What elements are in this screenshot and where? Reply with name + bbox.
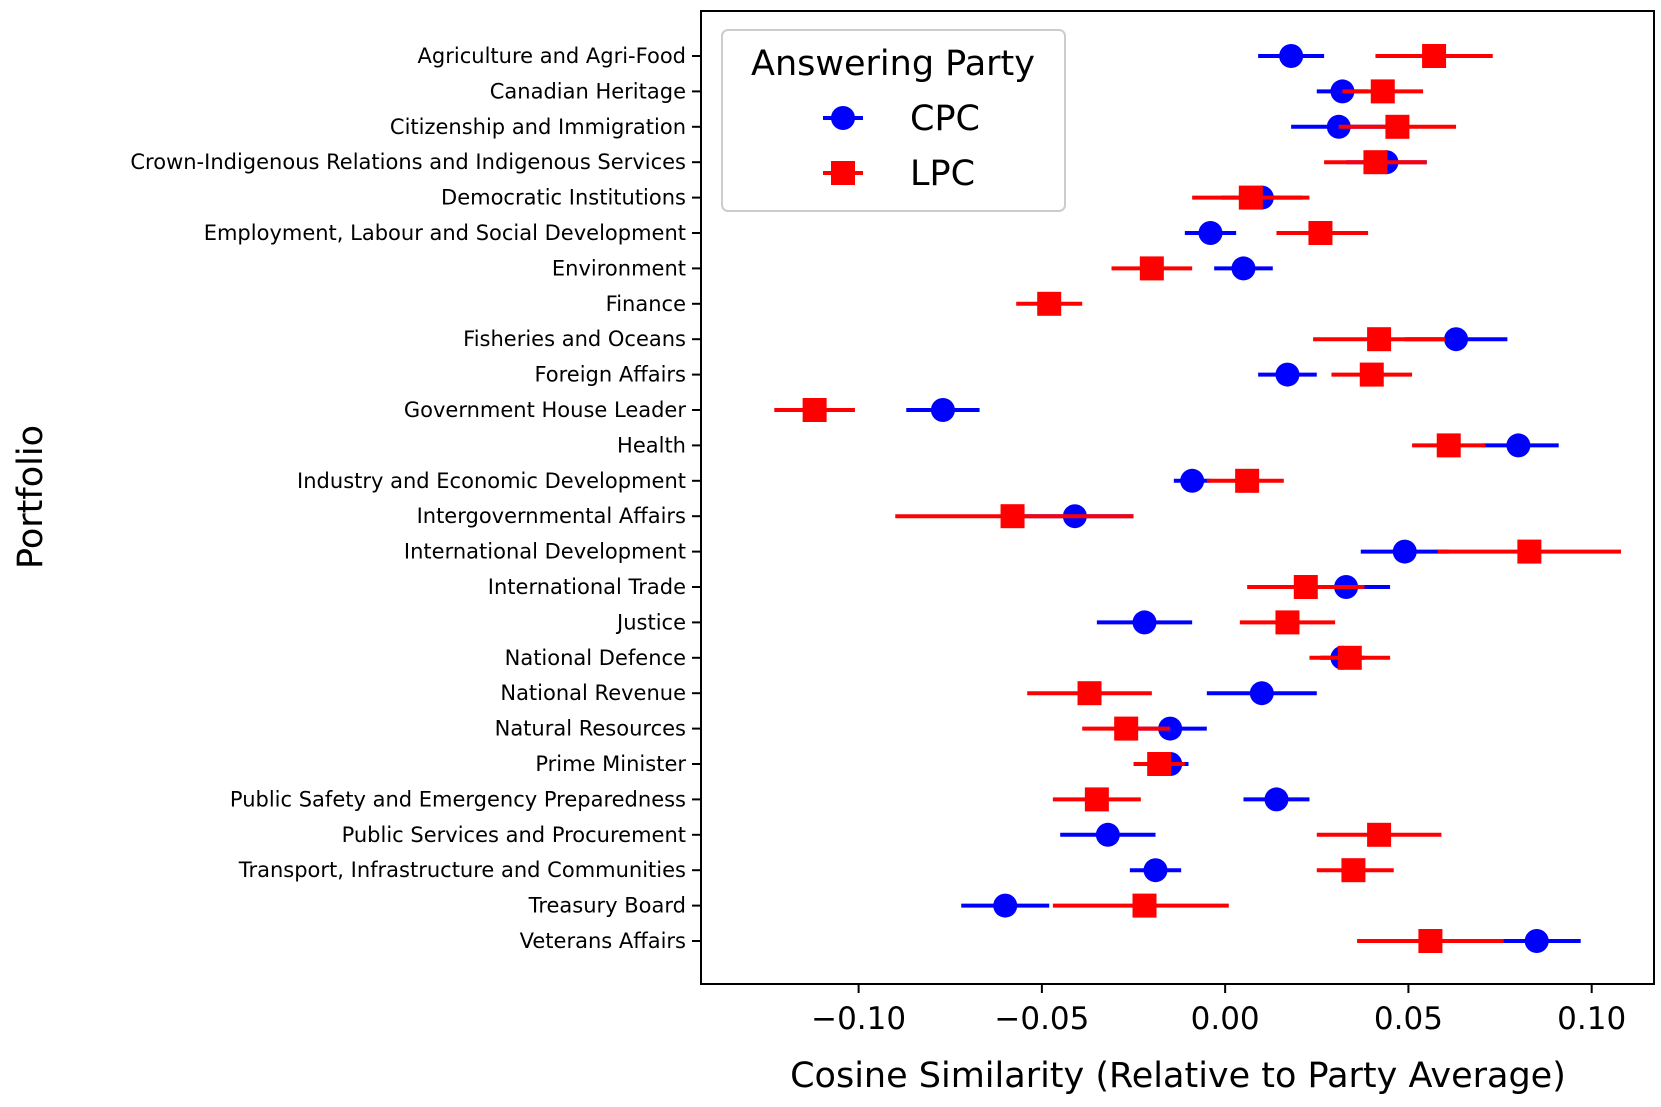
lpc-point [1147, 752, 1172, 776]
y-tick-label: Finance [606, 292, 686, 316]
y-tick-label: National Revenue [500, 681, 686, 705]
y-tick-label: Justice [615, 610, 686, 634]
lpc-point [1337, 645, 1362, 670]
x-tick-label: −0.10 [811, 1001, 906, 1037]
cpc-point [1279, 44, 1304, 68]
legend: Answering Party CPC LPC [721, 29, 1066, 212]
y-tick-label: Fisheries and Oceans [463, 327, 686, 351]
lpc-point [1235, 468, 1260, 493]
y-tick-label: Canadian Heritage [490, 79, 686, 103]
lpc-point [1418, 929, 1443, 953]
y-tick-label: Transport, Infrastructure and Communitie… [238, 858, 686, 882]
cpc-point [1506, 433, 1531, 458]
lpc-point [1385, 114, 1410, 139]
legend-items: CPC LPC [823, 99, 980, 194]
lpc-point [1367, 822, 1392, 847]
lpc-point [1238, 185, 1263, 210]
y-tick-label: Public Services and Procurement [342, 823, 686, 847]
lpc-point [1275, 610, 1300, 635]
cpc-point [993, 893, 1018, 918]
cpc-point [1143, 858, 1168, 883]
y-tick-label: Intergovernmental Affairs [417, 504, 686, 528]
y-axis: Agriculture and Agri-Food Canadian Herita… [130, 44, 701, 953]
lpc-point [1077, 681, 1102, 706]
cpc-point [1231, 256, 1256, 281]
y-tick-label: Industry and Economic Development [297, 469, 686, 493]
y-tick-label: Democratic Institutions [441, 186, 686, 210]
lpc-legend-marker [831, 161, 855, 185]
lpc-point [1422, 44, 1447, 68]
x-tick-label: 0.00 [1191, 1001, 1260, 1037]
cpc-legend-label: CPC [910, 99, 980, 139]
legend-title: Answering Party [751, 44, 1035, 84]
y-tick-label: Treasury Board [528, 894, 686, 918]
cpc-point [1132, 610, 1157, 635]
x-axis-title: Cosine Similarity (Relative to Party Ave… [790, 1056, 1566, 1096]
lpc-point [1341, 858, 1366, 883]
y-tick-label: Environment [552, 256, 686, 280]
y-tick-label: Foreign Affairs [534, 363, 686, 387]
lpc-point [802, 398, 827, 422]
y-axis-title: Portfolio [11, 425, 51, 569]
cpc-point [1264, 787, 1289, 812]
y-tick-label: Employment, Labour and Social Developmen… [204, 221, 686, 245]
y-tick-label: Government House Leader [404, 398, 686, 422]
y-tick-label: Crown-Indigenous Relations and Indigenou… [130, 150, 686, 174]
cpc-legend-marker [831, 106, 855, 130]
y-tick-label: National Defence [505, 646, 686, 670]
x-axis: −0.10 −0.05 0.00 0.05 0.10 [811, 984, 1626, 1037]
lpc-point [1139, 256, 1164, 281]
x-tick-label: 0.05 [1374, 1001, 1443, 1037]
cpc-point [1198, 221, 1223, 245]
y-tick-label: Citizenship and Immigration [390, 115, 686, 139]
cpc-point [1180, 468, 1205, 493]
cpc-point [1392, 539, 1417, 564]
y-tick-label: Public Safety and Emergency Preparedness [230, 787, 686, 811]
lpc-point [1436, 433, 1461, 458]
lpc-point [1114, 716, 1139, 741]
lpc-point [1132, 893, 1157, 918]
cpc-point [1444, 327, 1469, 352]
cpc-point [1524, 929, 1549, 953]
y-tick-label: Veterans Affairs [520, 929, 686, 953]
lpc-legend-label: LPC [910, 154, 975, 194]
y-tick-label: Natural Resources [495, 717, 686, 741]
cpc-point [930, 398, 955, 422]
lpc-point [1000, 504, 1025, 529]
x-tick-label: 0.10 [1557, 1001, 1626, 1037]
plot-frame [700, 10, 1655, 985]
lpc-point [1308, 221, 1333, 245]
x-tick-label: −0.05 [994, 1001, 1089, 1037]
legend-box [721, 29, 1066, 212]
lpc-point [1293, 575, 1318, 599]
lpc-point [1517, 539, 1542, 564]
cpc-point [1095, 822, 1120, 847]
lpc-point [1084, 787, 1109, 812]
y-tick-label: International Trade [488, 575, 686, 599]
y-tick-label: Agriculture and Agri-Food [418, 44, 686, 68]
lpc-point [1359, 362, 1384, 387]
lpc-point [1363, 150, 1388, 175]
lpc-point [1370, 79, 1395, 104]
lpc-point [1367, 327, 1392, 352]
y-tick-label: International Development [404, 540, 686, 564]
y-tick-label: Prime Minister [535, 752, 686, 776]
y-tick-label: Health [617, 433, 686, 457]
lpc-point [1037, 291, 1062, 316]
cpc-point [1249, 681, 1274, 706]
series-layer [774, 44, 1622, 953]
cpc-point [1275, 362, 1300, 387]
